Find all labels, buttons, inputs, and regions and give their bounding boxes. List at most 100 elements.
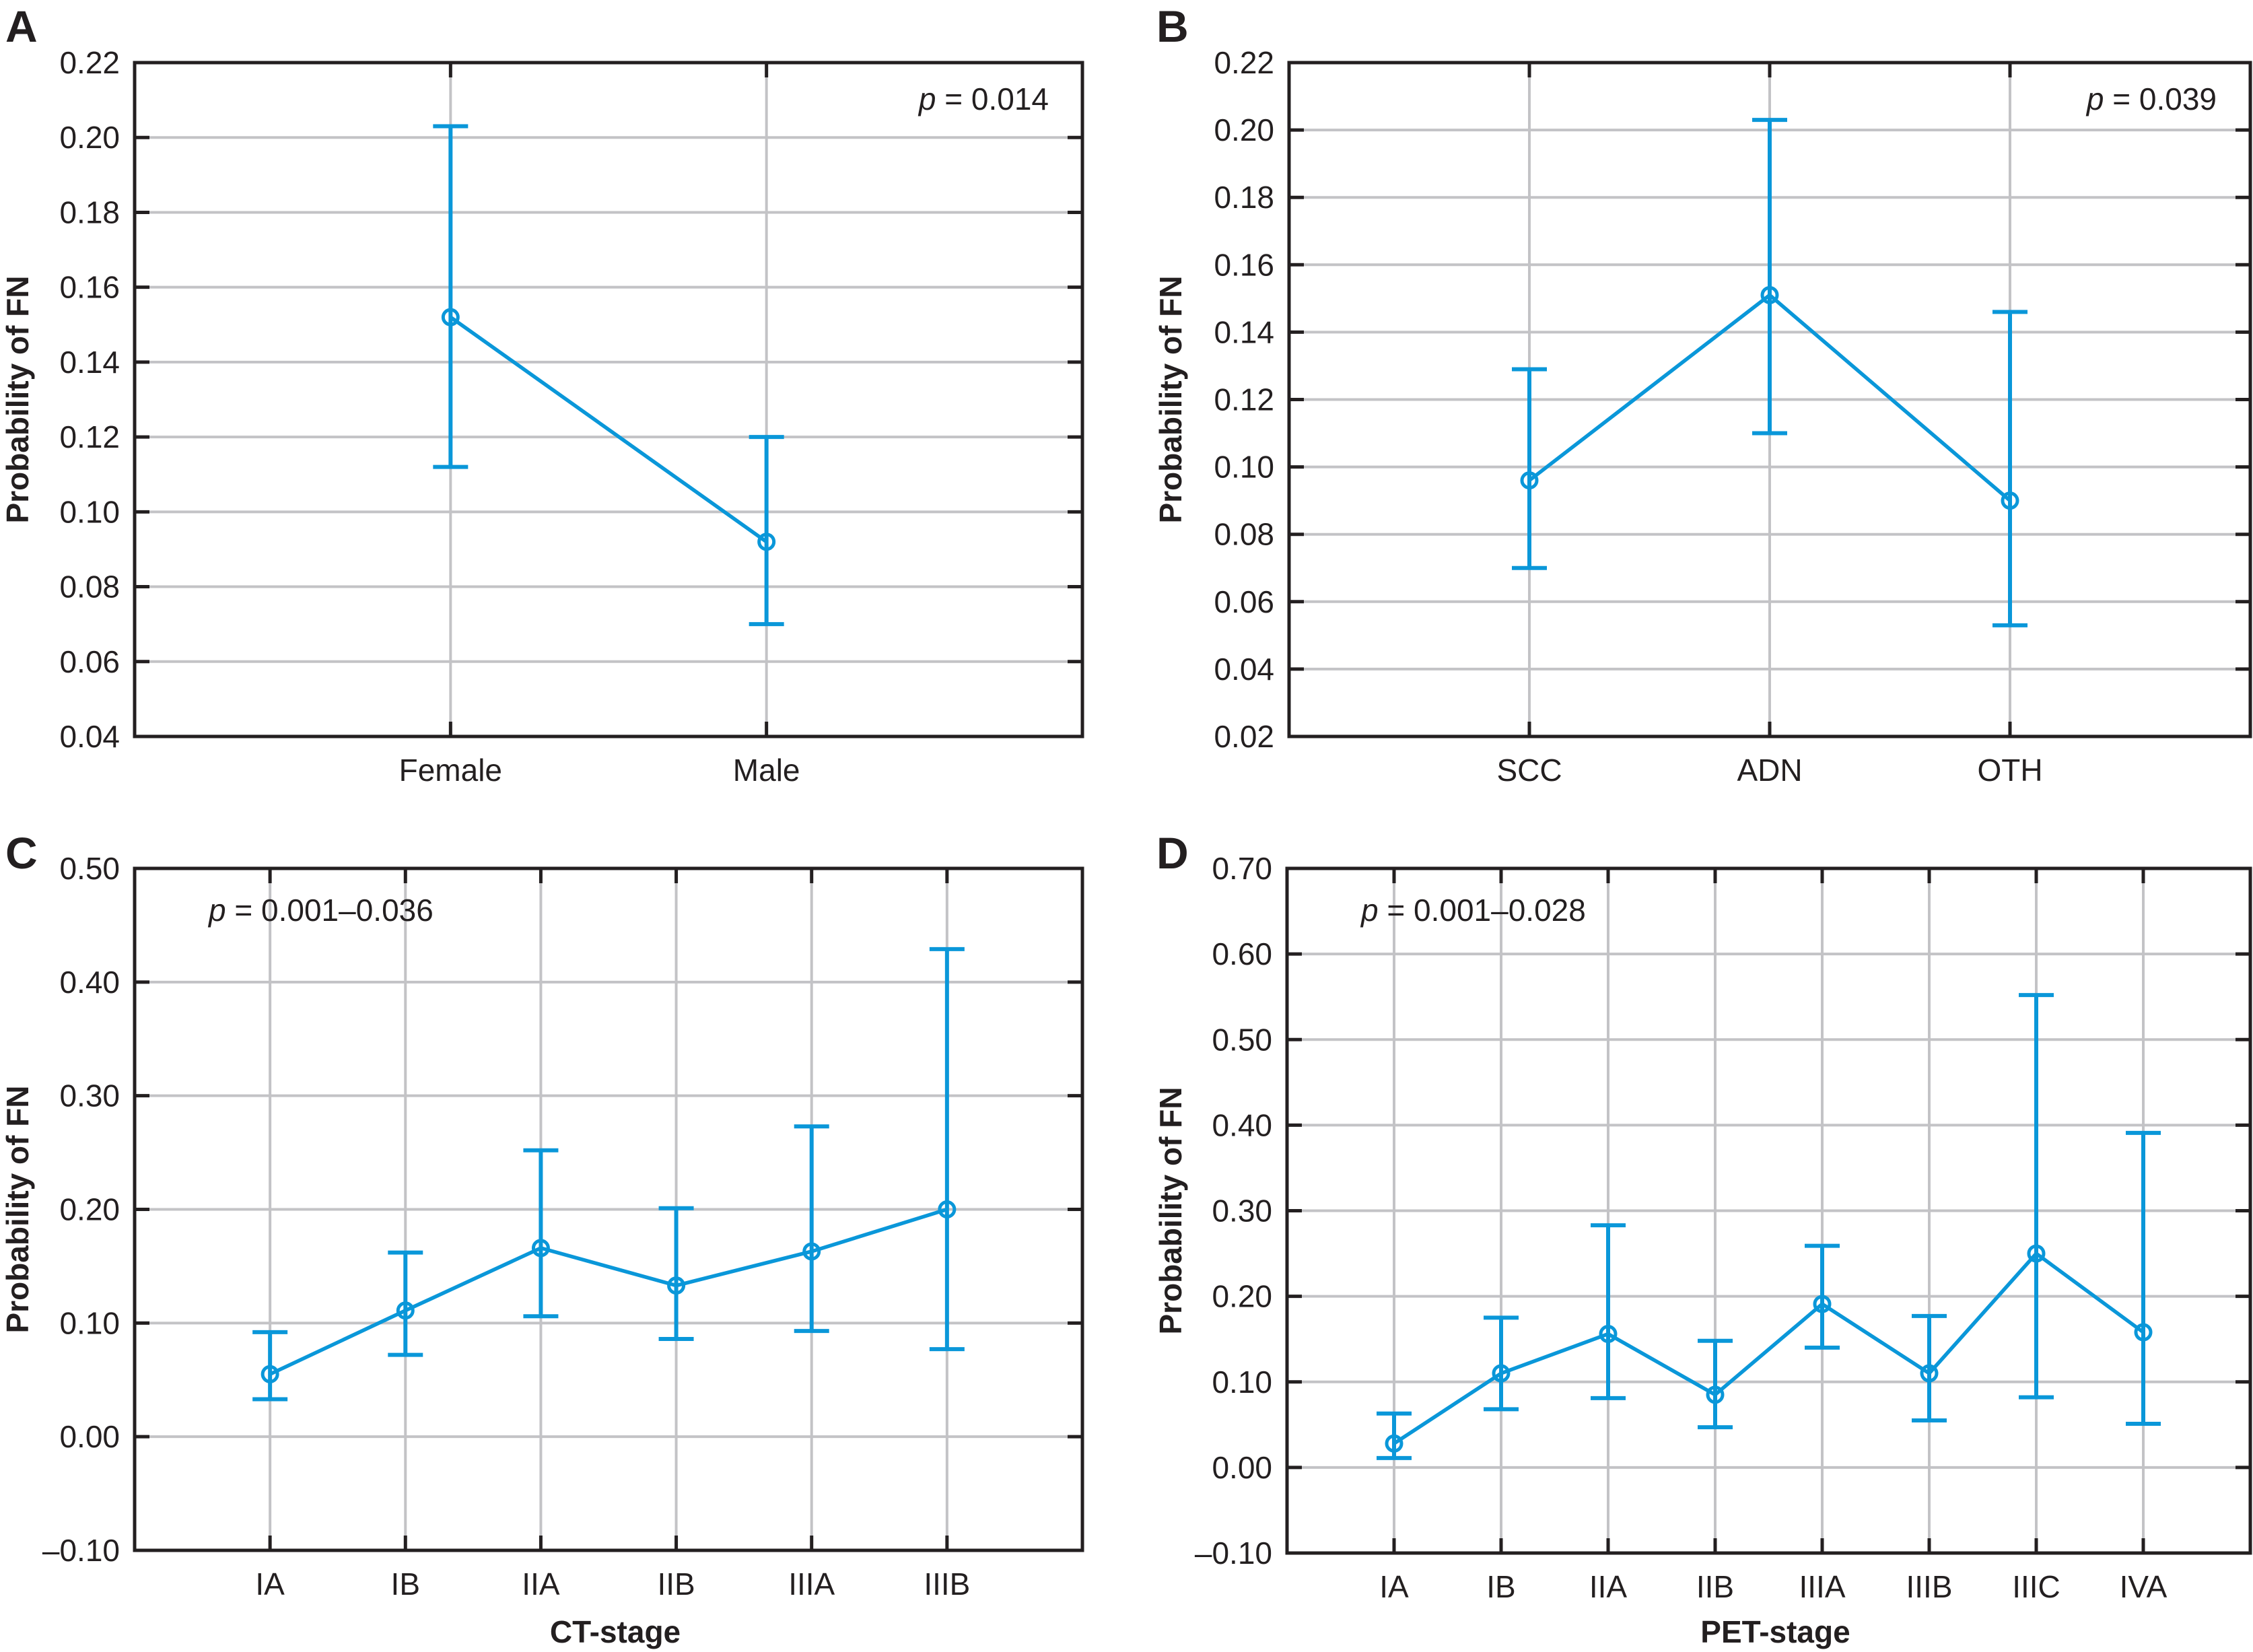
y-tick-label: 0.06 xyxy=(1214,584,1274,619)
y-tick-label: 0.10 xyxy=(1214,450,1274,485)
y-tick-label: 0.30 xyxy=(1212,1194,1272,1229)
y-tick-label: 0.14 xyxy=(59,345,120,380)
p-value: = 0.014 xyxy=(936,81,1049,116)
y-tick-label: 0.40 xyxy=(59,965,120,1000)
p-symbol: p xyxy=(2085,81,2104,116)
y-axis-title: Probability of FN xyxy=(0,276,35,524)
x-tick-label: IIIA xyxy=(1799,1569,1845,1604)
x-tick-label: IIIB xyxy=(1906,1569,1952,1604)
y-tick-label: 0.22 xyxy=(1214,45,1274,80)
x-tick-label: IIIC xyxy=(2012,1569,2060,1604)
data-point xyxy=(1492,1364,1511,1383)
y-tick-label: –0.10 xyxy=(42,1533,120,1568)
p-symbol: p xyxy=(917,81,936,116)
panel-letter: D xyxy=(1156,828,1189,878)
data-point xyxy=(531,1239,550,1258)
y-tick-label: 0.70 xyxy=(1212,851,1272,886)
x-tick-label: Male xyxy=(733,753,800,788)
y-tick-label: 0.12 xyxy=(59,419,120,454)
p-value-annotation: p = 0.039 xyxy=(2085,81,2217,116)
x-tick-label: IB xyxy=(1486,1569,1515,1604)
y-tick-label: 0.40 xyxy=(1212,1107,1272,1142)
p-value-annotation: p = 0.001–0.028 xyxy=(1360,893,1586,928)
p-symbol: p xyxy=(1360,893,1379,928)
panel-letter: A xyxy=(5,1,38,51)
data-point xyxy=(938,1200,957,1218)
y-tick-label: 0.04 xyxy=(1214,652,1274,687)
panel-letter: B xyxy=(1156,1,1189,51)
data-point xyxy=(1599,1325,1618,1344)
x-tick-label: OTH xyxy=(1977,753,2042,788)
panel-a: A 0.04 0.06 0.08 0.10 0.12 0.14 0.16 0.18 0.20 0.2… xyxy=(0,1,1084,788)
data-point xyxy=(261,1365,279,1383)
y-tick-label: –0.10 xyxy=(1195,1536,1272,1571)
data-point xyxy=(667,1276,686,1295)
y-tick-label: 0.08 xyxy=(1214,517,1274,552)
y-tick-label: 0.10 xyxy=(59,1305,120,1340)
y-tick-label: 0.30 xyxy=(59,1078,120,1113)
data-point xyxy=(802,1242,821,1261)
data-point xyxy=(1520,471,1539,490)
data-point xyxy=(396,1301,415,1320)
x-tick-label: IVA xyxy=(2120,1569,2168,1604)
p-value: = 0.039 xyxy=(2104,81,2217,116)
y-tick-label: 0.10 xyxy=(59,494,120,529)
data-point xyxy=(1813,1295,1832,1313)
x-tick-label: IIA xyxy=(1589,1569,1628,1604)
x-tick-label: IA xyxy=(255,1567,285,1602)
y-axis-title: Probability of FN xyxy=(1153,1087,1188,1335)
x-axis-title: PET-stage xyxy=(1700,1614,1850,1649)
y-tick-label: 0.50 xyxy=(59,851,120,886)
x-tick-label: ADN xyxy=(1737,753,1802,788)
data-point xyxy=(1920,1364,1939,1383)
data-point xyxy=(757,532,776,551)
y-tick-label: 0.08 xyxy=(59,570,120,605)
y-tick-label: 0.20 xyxy=(59,120,120,155)
x-axis-title: CT-stage xyxy=(550,1614,681,1649)
panel-b: B 0.02 0.04 0.06 0.08 0.10 0.12 0.14 0.16 0.18 0.2… xyxy=(1153,1,2252,788)
x-tick-label: IB xyxy=(391,1567,420,1602)
plot-frame xyxy=(133,866,1084,1552)
data-point xyxy=(2134,1323,2153,1342)
p-value-annotation: p = 0.014 xyxy=(917,81,1049,116)
x-tick-label: IIA xyxy=(522,1567,560,1602)
series-line xyxy=(449,315,768,544)
x-tick-label: IIIB xyxy=(924,1567,970,1602)
p-value-annotation: p = 0.001–0.036 xyxy=(207,893,434,928)
plot-frame xyxy=(133,61,1084,738)
data-point xyxy=(441,308,460,326)
y-tick-label: 0.16 xyxy=(59,270,120,305)
y-tick-label: 0.12 xyxy=(1214,382,1274,417)
y-tick-label: 0.16 xyxy=(1214,247,1274,282)
series-line xyxy=(1393,1251,2145,1445)
y-tick-label: 0.60 xyxy=(1212,936,1272,971)
x-tick-label: IIB xyxy=(657,1567,695,1602)
y-tick-label: 0.22 xyxy=(59,45,120,80)
y-tick-label: 0.20 xyxy=(1212,1279,1272,1314)
y-tick-label: 0.14 xyxy=(1214,314,1274,349)
y-tick-label: 0.10 xyxy=(1212,1365,1272,1400)
x-tick-label: IA xyxy=(1379,1569,1409,1604)
x-tick-label: IIB xyxy=(1696,1569,1734,1604)
plot-frame xyxy=(1287,61,2252,738)
x-tick-label: Female xyxy=(399,753,502,788)
y-tick-label: 0.06 xyxy=(59,644,120,679)
data-point xyxy=(2027,1244,2046,1263)
y-tick-label: 0.04 xyxy=(59,719,120,754)
p-value: = 0.001–0.036 xyxy=(226,893,434,928)
data-point xyxy=(1385,1434,1403,1453)
y-tick-label: 0.18 xyxy=(59,195,120,230)
data-point xyxy=(1706,1385,1725,1404)
plot-frame xyxy=(1285,866,2252,1555)
y-tick-label: 0.02 xyxy=(1214,719,1274,754)
panel-d: D –0.10 0.00 0.10 0.20 0.30 0.40 0.50 0.60 0.70 IA… xyxy=(1153,828,2252,1649)
y-axis-title: Probability of FN xyxy=(1153,276,1188,524)
y-axis-title: Probability of FN xyxy=(0,1086,35,1334)
y-tick-label: 0.00 xyxy=(59,1419,120,1454)
series-line xyxy=(269,1207,948,1376)
x-tick-label: IIIA xyxy=(788,1567,835,1602)
y-tick-label: 0.18 xyxy=(1214,180,1274,215)
data-point xyxy=(2001,491,2019,510)
series-line xyxy=(1528,292,2011,502)
data-point xyxy=(1760,285,1779,304)
